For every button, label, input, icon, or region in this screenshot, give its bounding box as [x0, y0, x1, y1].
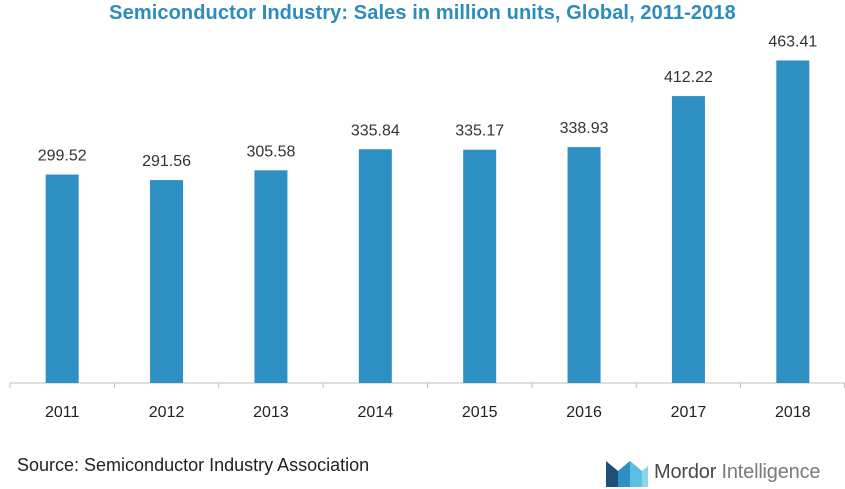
data-label-2016: 338.93: [560, 120, 609, 137]
bar-2018: [776, 60, 810, 383]
data-label-2015: 335.17: [455, 123, 504, 140]
bar-2015: [463, 149, 497, 383]
x-tick-label-2011: 2011: [45, 404, 80, 421]
data-label-2011: 299.52: [38, 148, 87, 165]
x-tick-label-2016: 2016: [566, 404, 602, 421]
source-note: Source: Semiconductor Industry Associati…: [17, 455, 370, 475]
bar-2011: [45, 174, 79, 383]
logo-brand: Mordor: [654, 460, 717, 483]
x-tick-label-2014: 2014: [358, 404, 394, 421]
logo-sub: Intelligence: [721, 460, 821, 483]
x-tick-label-2013: 2013: [253, 404, 289, 421]
bar-2016: [567, 147, 601, 383]
logo-text: Mordor Intelligence: [654, 460, 821, 484]
bar-2017: [671, 96, 705, 383]
data-label-2012: 291.56: [142, 153, 191, 170]
data-label-2018: 463.41: [768, 33, 817, 50]
data-label-2017: 412.22: [664, 69, 713, 86]
data-label-2014: 335.84: [351, 122, 400, 139]
x-tick-label-2012: 2012: [149, 404, 185, 421]
chart-title: Semiconductor Industry: Sales in million…: [109, 2, 736, 24]
data-label-2013: 305.58: [246, 143, 295, 160]
bar-2014: [358, 149, 392, 383]
mordor-intelligence-logo: Mordor Intelligence: [606, 456, 821, 488]
bar-2012: [150, 180, 184, 383]
x-tick-label-2015: 2015: [462, 404, 498, 421]
x-tick-label-2017: 2017: [671, 404, 707, 421]
bar-2013: [254, 170, 288, 383]
x-tick-label-2018: 2018: [775, 404, 811, 421]
logo-mark-icon: [606, 461, 648, 487]
